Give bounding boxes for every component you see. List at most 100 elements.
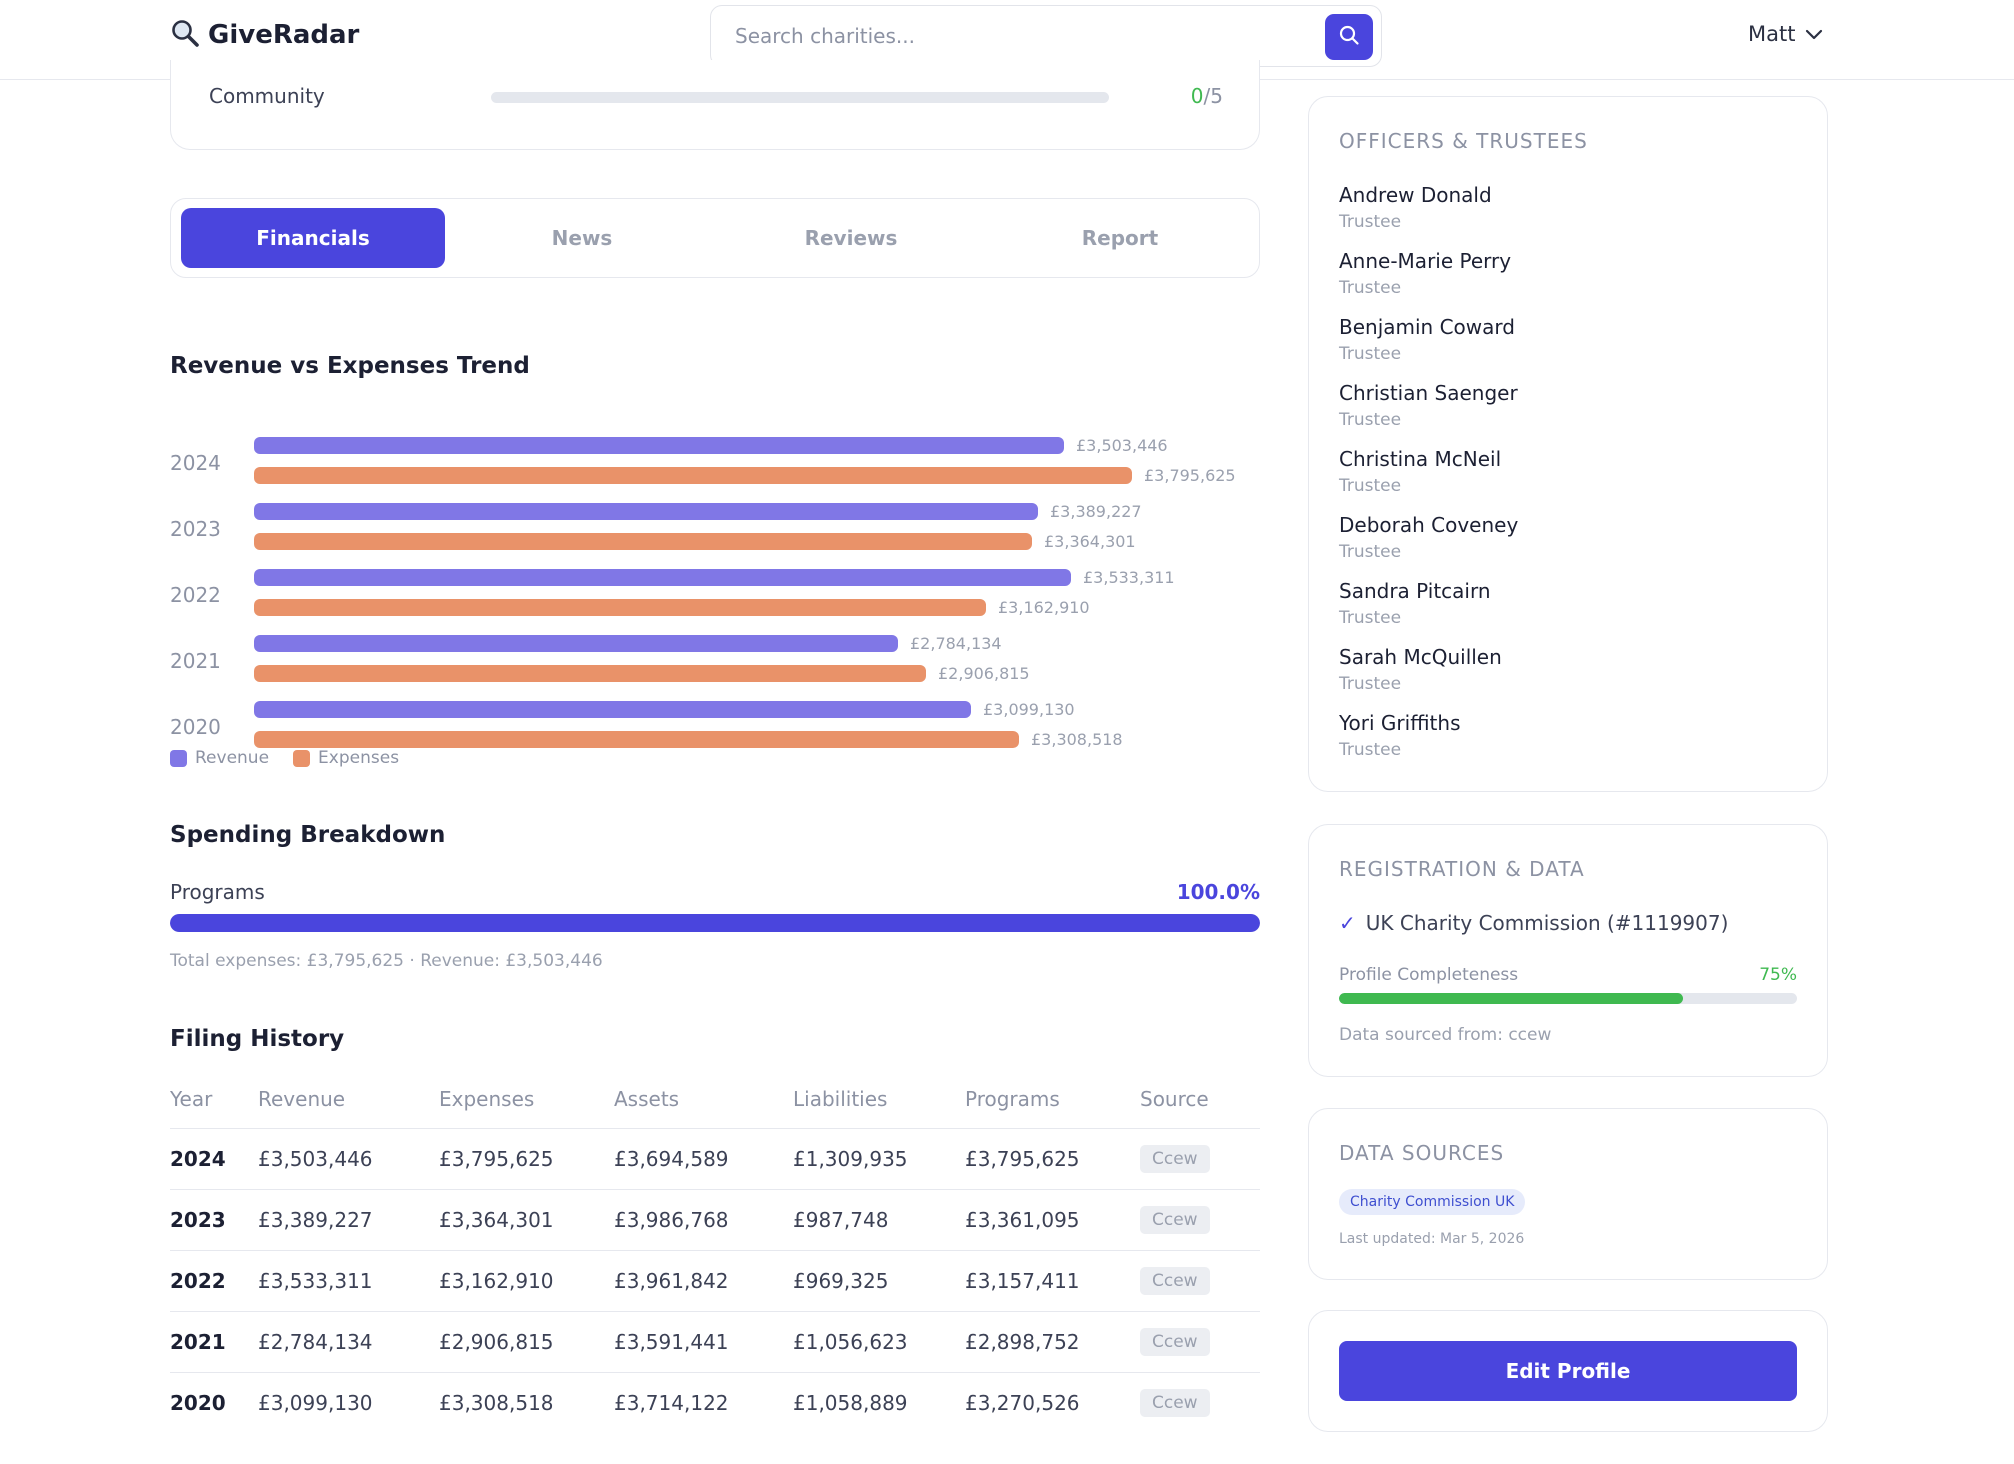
- cell-expenses: £3,162,910: [439, 1249, 614, 1311]
- officer-name: Sandra Pitcairn: [1339, 579, 1491, 603]
- officer-item: Deborah Coveney Trustee: [1339, 513, 1518, 562]
- officer-item: Sarah McQuillen Trustee: [1339, 645, 1502, 694]
- chart-legend: Revenue Expenses: [170, 748, 399, 768]
- cell-year: 2023: [170, 1188, 258, 1250]
- data-source-text: Data sourced from: ccew: [1339, 1025, 1552, 1045]
- chart-year-label: 2022: [170, 583, 221, 607]
- spending-note: Total expenses: £3,795,625 · Revenue: £3…: [170, 951, 603, 971]
- logo[interactable]: GiveRadar: [170, 18, 359, 52]
- expenses-bar: [254, 731, 1019, 748]
- cell-revenue: £3,099,130: [258, 1371, 439, 1433]
- col-revenue: Revenue: [258, 1087, 346, 1111]
- officers-card: OFFICERS & TRUSTEES Andrew Donald Truste…: [1308, 96, 1828, 792]
- col-source: Source: [1140, 1087, 1209, 1111]
- cell-programs: £3,157,411: [965, 1249, 1140, 1311]
- chart-year-label: 2020: [170, 715, 221, 739]
- tab-news[interactable]: News: [551, 226, 613, 250]
- cell-revenue: £3,533,311: [258, 1249, 439, 1311]
- cell-programs: £3,795,625: [965, 1127, 1140, 1189]
- col-programs: Programs: [965, 1087, 1060, 1111]
- completeness-percent: 75%: [1759, 965, 1797, 985]
- officer-item: Christina McNeil Trustee: [1339, 447, 1501, 496]
- officers-heading: OFFICERS & TRUSTEES: [1339, 129, 1588, 153]
- chart-year-label: 2023: [170, 517, 221, 541]
- filing-table: Year Revenue Expenses Assets Liabilities…: [170, 1078, 1260, 1433]
- revenue-value-label: £3,503,446: [1076, 436, 1168, 455]
- officer-name: Christian Saenger: [1339, 381, 1518, 405]
- trend-title: Revenue vs Expenses Trend: [170, 353, 530, 379]
- revenue-value-label: £2,784,134: [910, 634, 1002, 653]
- user-menu[interactable]: Matt: [1748, 22, 1823, 46]
- officer-name: Sarah McQuillen: [1339, 645, 1502, 669]
- officer-item: Benjamin Coward Trustee: [1339, 315, 1515, 364]
- table-row: 2020 £3,099,130 £3,308,518 £3,714,122 £1…: [170, 1371, 1260, 1433]
- expenses-value-label: £2,906,815: [938, 664, 1030, 683]
- chart-year-label: 2021: [170, 649, 221, 673]
- cell-source: Ccew: [1140, 1249, 1260, 1311]
- edit-profile-button[interactable]: Edit Profile: [1339, 1341, 1797, 1401]
- programs-label: Programs: [170, 880, 265, 904]
- chevron-down-icon: [1805, 22, 1823, 46]
- legend-expenses: Expenses: [293, 748, 399, 768]
- tab-report[interactable]: Report: [1081, 226, 1159, 250]
- officer-role: Trustee: [1339, 344, 1402, 364]
- officer-name: Benjamin Coward: [1339, 315, 1515, 339]
- officer-name: Deborah Coveney: [1339, 513, 1519, 537]
- table-row: 2022 £3,533,311 £3,162,910 £3,961,842 £9…: [170, 1249, 1260, 1311]
- programs-bar-fill: [170, 914, 1260, 932]
- logo-text: GiveRadar: [208, 20, 360, 50]
- cell-source: Ccew: [1140, 1371, 1260, 1433]
- tab-financials[interactable]: Financials: [181, 208, 445, 268]
- source-badge: Ccew: [1140, 1327, 1210, 1356]
- source-badge-charity-commission: Charity Commission UK: [1339, 1189, 1526, 1215]
- col-year: Year: [170, 1087, 213, 1111]
- cell-liabilities: £1,058,889: [793, 1371, 965, 1433]
- col-assets: Assets: [614, 1087, 680, 1111]
- officer-item: Sandra Pitcairn Trustee: [1339, 579, 1491, 628]
- legend-swatch-expenses: [293, 749, 311, 767]
- completeness-bar-fill: [1339, 993, 1683, 1004]
- cell-expenses: £3,795,625: [439, 1127, 614, 1189]
- legend-revenue: Revenue: [170, 748, 269, 768]
- cell-liabilities: £1,056,623: [793, 1310, 965, 1372]
- officer-name: Yori Griffiths: [1339, 711, 1461, 735]
- completeness-label: Profile Completeness: [1339, 965, 1519, 985]
- user-name: Matt: [1748, 22, 1796, 46]
- expenses-bar: [254, 665, 926, 682]
- cell-programs: £3,270,526: [965, 1371, 1140, 1433]
- search-input[interactable]: [735, 20, 1295, 52]
- programs-bar: [170, 914, 1260, 932]
- expenses-value-label: £3,162,910: [998, 598, 1090, 617]
- cell-liabilities: £987,748: [793, 1188, 965, 1250]
- source-badge: Ccew: [1140, 1388, 1210, 1417]
- officer-role: Trustee: [1339, 410, 1402, 430]
- officer-role: Trustee: [1339, 278, 1402, 298]
- expenses-value-label: £3,795,625: [1144, 466, 1236, 485]
- revenue-bar: [254, 701, 971, 718]
- revenue-bar: [254, 635, 898, 652]
- chart-year-label: 2024: [170, 451, 221, 475]
- tab-reviews[interactable]: Reviews: [804, 226, 898, 250]
- officer-item: Yori Griffiths Trustee: [1339, 711, 1460, 760]
- cell-revenue: £3,389,227: [258, 1188, 439, 1250]
- revenue-value-label: £3,099,130: [983, 700, 1075, 719]
- magnifier-icon: [170, 18, 200, 52]
- search-button[interactable]: [1325, 14, 1373, 60]
- cell-assets: £3,961,842: [614, 1249, 793, 1311]
- score-max: /5: [1203, 84, 1223, 108]
- table-row: 2021 £2,784,134 £2,906,815 £3,591,441 £1…: [170, 1310, 1260, 1372]
- programs-percent: 100.0%: [1176, 880, 1260, 904]
- legend-swatch-revenue: [170, 749, 187, 767]
- revenue-value-label: £3,389,227: [1050, 502, 1142, 521]
- cell-year: 2022: [170, 1249, 258, 1311]
- completeness-bar: [1339, 993, 1797, 1004]
- revenue-bar: [254, 569, 1071, 586]
- officer-name: Christina McNeil: [1339, 447, 1502, 471]
- cell-expenses: £3,308,518: [439, 1371, 614, 1433]
- cell-year: 2024: [170, 1127, 258, 1189]
- expenses-bar: [254, 599, 986, 616]
- cell-liabilities: £1,309,935: [793, 1127, 965, 1189]
- spending-title: Spending Breakdown: [170, 822, 446, 848]
- table-row: 2024 £3,503,446 £3,795,625 £3,694,589 £1…: [170, 1127, 1260, 1189]
- legend-revenue-label: Revenue: [195, 748, 270, 768]
